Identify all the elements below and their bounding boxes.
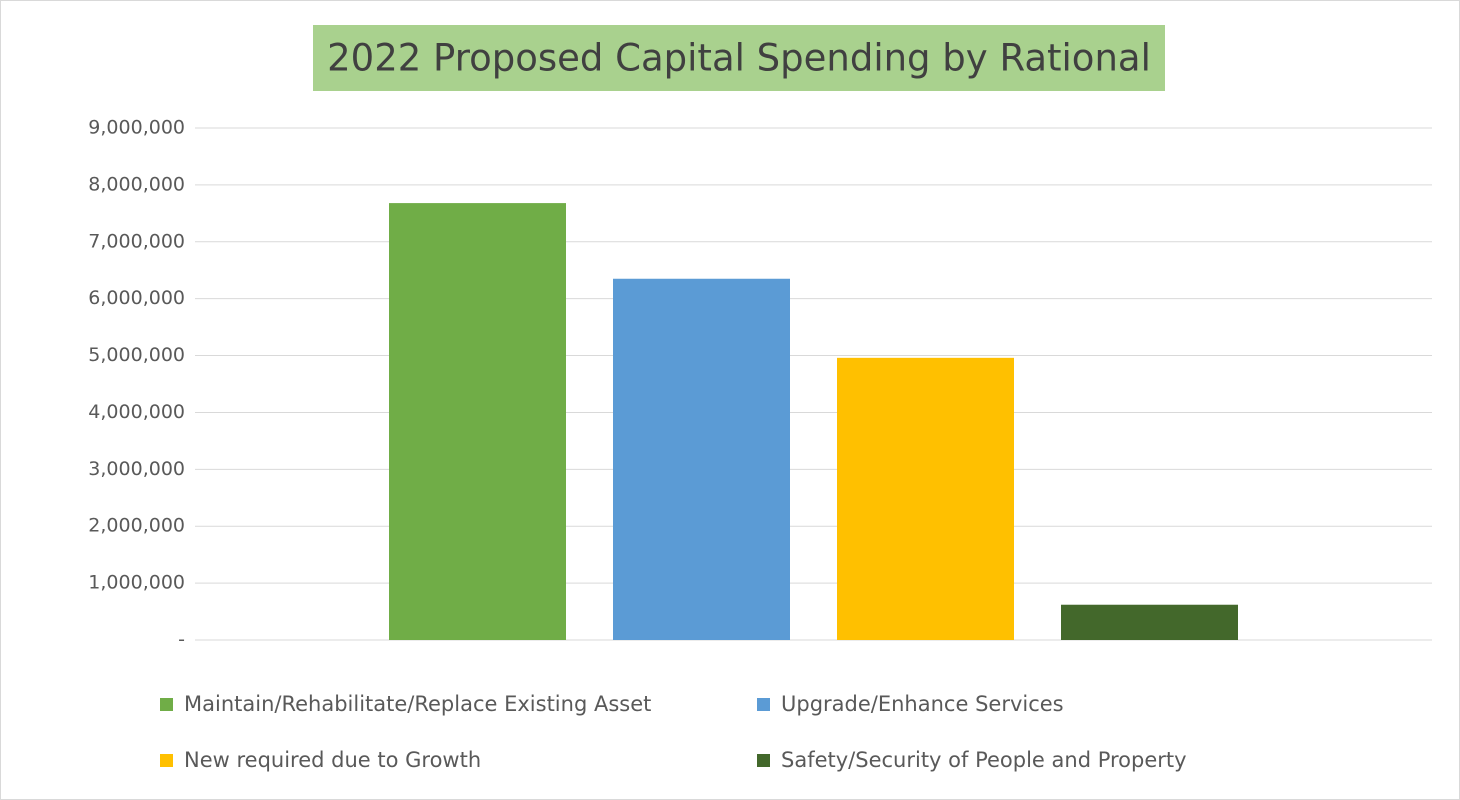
y-tick-label: 6,000,000 bbox=[88, 287, 185, 309]
title-box bbox=[313, 25, 1165, 91]
y-tick-label: 3,000,000 bbox=[88, 458, 185, 480]
legend-marker bbox=[757, 698, 770, 711]
bar bbox=[837, 357, 1014, 640]
y-tick-label: 1,000,000 bbox=[88, 572, 185, 594]
legend-label: Upgrade/Enhance Services bbox=[781, 692, 1064, 716]
legend-label: Maintain/Rehabilitate/Replace Existing A… bbox=[184, 692, 651, 716]
legend-label: New required due to Growth bbox=[184, 748, 481, 772]
bar bbox=[1061, 604, 1238, 640]
bar bbox=[613, 278, 790, 640]
legend-marker bbox=[160, 754, 173, 767]
legend-marker bbox=[160, 698, 173, 711]
y-tick-label: 5,000,000 bbox=[88, 344, 185, 366]
y-tick-label: 7,000,000 bbox=[88, 230, 185, 252]
legend-label: Safety/Security of People and Property bbox=[781, 748, 1187, 772]
y-tick-label: - bbox=[178, 629, 185, 651]
legend-marker bbox=[757, 754, 770, 767]
y-tick-label: 4,000,000 bbox=[88, 401, 185, 423]
chart-title: 2022 Proposed Capital Spending by Ration… bbox=[327, 37, 1151, 80]
y-tick-label: 2,000,000 bbox=[88, 515, 185, 537]
y-tick-label: 9,000,000 bbox=[88, 117, 185, 139]
y-tick-label: 8,000,000 bbox=[88, 173, 185, 195]
bar bbox=[389, 203, 566, 641]
